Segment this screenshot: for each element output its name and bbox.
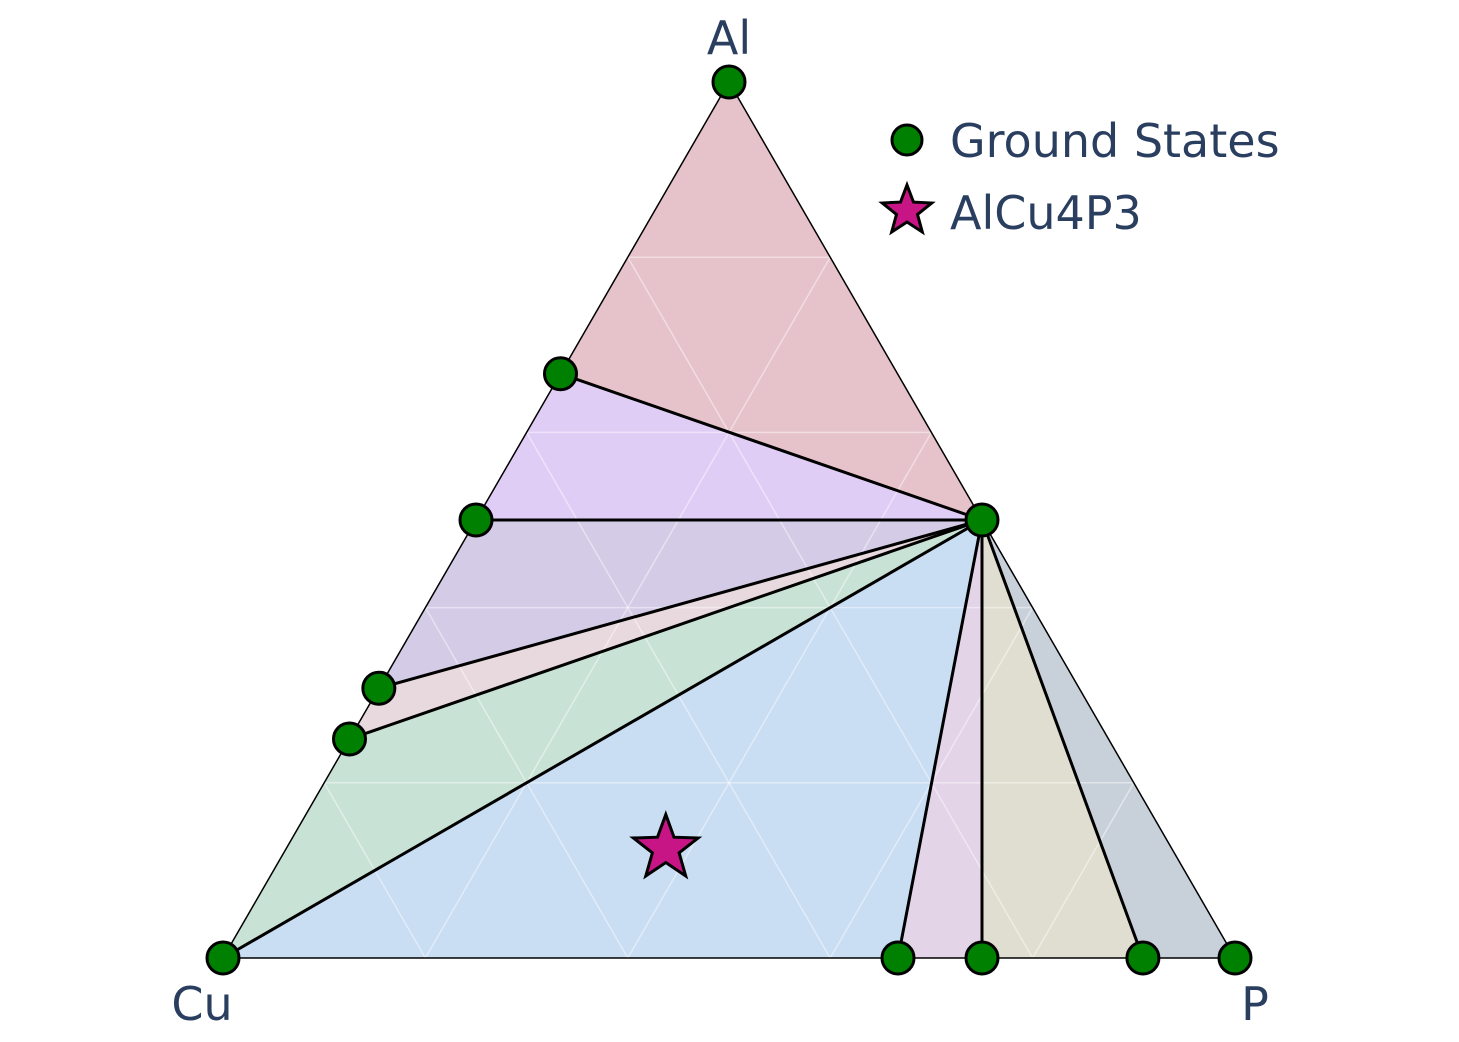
tie-line-3 — [349, 518, 983, 741]
ground-state-point-2 — [458, 502, 494, 538]
ground-state-point-9 — [1125, 940, 1161, 976]
ground-state-point-10 — [1217, 940, 1253, 976]
ground-state-point-8 — [964, 940, 1000, 976]
tie-line-4 — [222, 518, 983, 960]
grid-line-3-2 — [424, 256, 831, 959]
ground-state-point-4 — [332, 721, 367, 757]
tie-line-7 — [980, 519, 1145, 959]
legend: Ground States AlCu4P3 — [878, 114, 1280, 240]
legend-ground-states-marker — [890, 123, 924, 157]
tie-line-0 — [560, 372, 983, 522]
ground-state-point-7 — [880, 940, 916, 976]
ground-state-point-1 — [543, 356, 579, 392]
facet-1 — [476, 373, 982, 520]
ground-state-point-0 — [711, 64, 747, 100]
legend-compound-marker — [878, 180, 936, 236]
vertex-label-left: Cu — [171, 977, 232, 1031]
ground-state-point-3 — [361, 670, 397, 706]
compound-layer — [629, 810, 703, 880]
tie-line-2 — [378, 518, 983, 690]
ground-state-point-5 — [205, 940, 241, 976]
ground-state-point-6 — [964, 502, 1000, 538]
tie-line-layer — [222, 372, 1145, 960]
compound-star — [629, 810, 703, 880]
ground-state-layer — [205, 64, 1253, 976]
tie-line-5 — [896, 519, 984, 959]
grid-line-0-2 — [1031, 782, 1135, 959]
legend-compound-label: AlCu4P3 — [950, 186, 1142, 240]
vertex-label-right: P — [1241, 977, 1269, 1031]
vertex-label-top: Al — [707, 11, 751, 65]
legend-ground-states-label: Ground States — [950, 114, 1280, 168]
